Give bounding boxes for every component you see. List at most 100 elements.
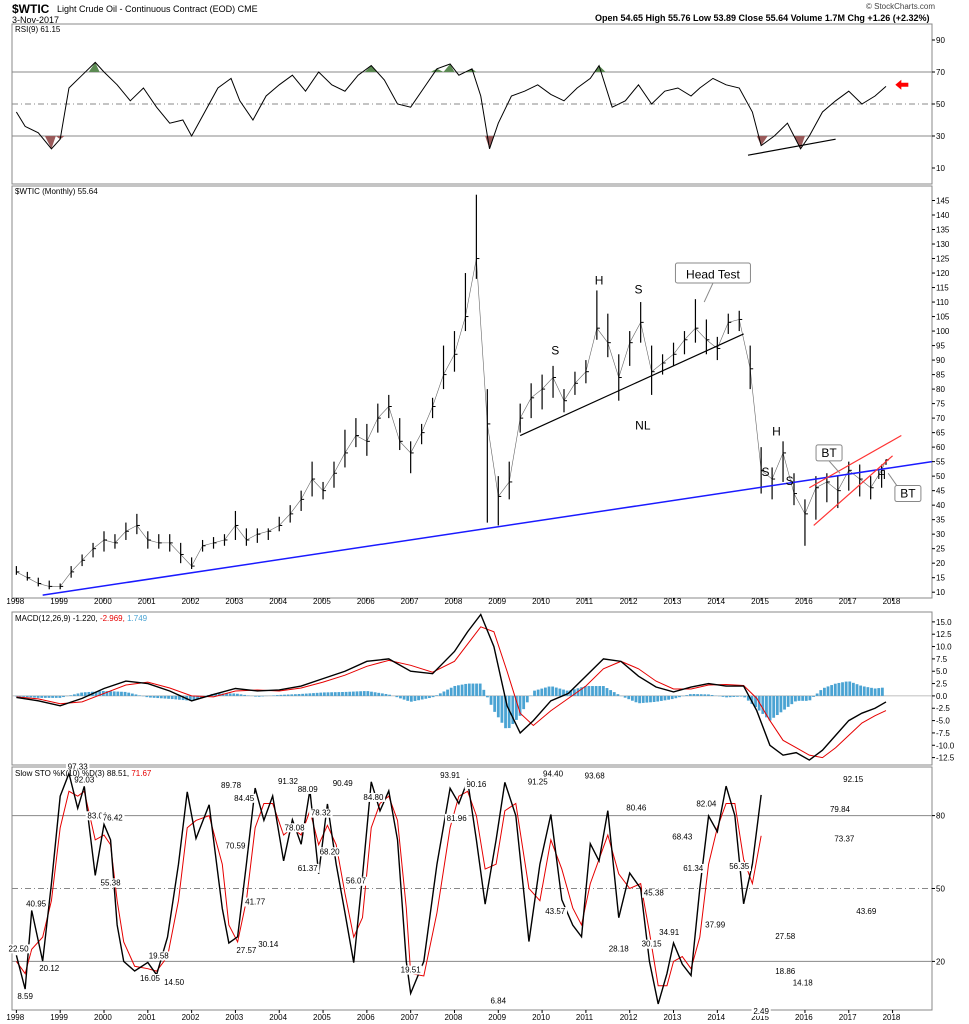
- macd-hist-bar: [873, 688, 877, 696]
- sto-value-label: 89.78: [221, 781, 242, 790]
- macd-hist-bar: [543, 687, 547, 696]
- x-tick-label-sto: 2000: [94, 1013, 112, 1022]
- macd-hist-bar: [388, 694, 391, 696]
- macd-hist-bar: [841, 682, 844, 696]
- sto-value-label-bg: [37, 964, 61, 974]
- macd-hist-bar: [94, 691, 98, 696]
- macd-line: [16, 613, 887, 761]
- rsi-overbought-fill: [364, 65, 378, 72]
- sto-value-label: 28.18: [609, 945, 630, 954]
- macd-hist-bar: [486, 695, 489, 698]
- macd-hist-bar: [696, 694, 699, 696]
- macd-hist-bar: [40, 695, 44, 698]
- macd-hist-bar: [446, 689, 449, 696]
- macd-hist-bar: [123, 691, 127, 696]
- macd-hist-bar: [870, 687, 873, 696]
- macd-hist-bar: [297, 694, 301, 696]
- x-tick-label-sto: 1999: [50, 1013, 68, 1022]
- y-tick-label-macd: 5.0: [936, 667, 948, 676]
- sto-value-label-bg: [607, 944, 631, 954]
- price-title: $WTIC (Monthly) 55.64: [15, 187, 98, 196]
- x-tick-label-price: 1998: [6, 597, 24, 606]
- y-tick-label-price: 105: [936, 313, 950, 322]
- sto-value-label: 41.77: [245, 897, 266, 906]
- macd-hist-bar: [214, 693, 218, 696]
- y-tick-label-price: 90: [936, 356, 945, 365]
- sto-value-label-bg: [6, 944, 31, 954]
- macd-hist-bar: [301, 693, 305, 696]
- macd-hist-bar: [515, 695, 518, 720]
- macd-hist-bar: [457, 685, 460, 696]
- sto-value-label: 6.84: [490, 996, 506, 1005]
- x-tick-label-price: 2001: [138, 597, 156, 606]
- y-tick-label-price: 30: [936, 530, 945, 539]
- macd-hist-bar: [837, 682, 841, 696]
- macd-hist-bar: [47, 695, 51, 698]
- x-tick-label-sto: 2012: [620, 1013, 638, 1022]
- sto-value-label: 81.96: [447, 814, 468, 823]
- macd-hist-bar: [420, 695, 424, 700]
- x-tick-label-price: 1999: [50, 597, 68, 606]
- macd-hist-bar: [692, 694, 696, 696]
- macd-hist-bar: [489, 695, 493, 705]
- macd-hist-bar: [467, 683, 471, 696]
- sto-value-label: 43.57: [545, 907, 566, 916]
- y-tick-label-price: 55: [936, 458, 945, 467]
- sto-value-label: 76.42: [103, 813, 124, 822]
- macd-hist-bar: [721, 695, 725, 697]
- y-tick-label-sto: 50: [936, 885, 945, 894]
- macd-hist-bar: [283, 694, 286, 696]
- macd-hist-bar: [351, 691, 355, 696]
- macd-hist-bar: [848, 681, 852, 696]
- y-tick-label-macd: 12.5: [936, 630, 952, 639]
- macd-hist-bar: [493, 695, 497, 712]
- pattern-label: S: [762, 465, 770, 479]
- sto-value-label-bg: [243, 897, 267, 907]
- sto-value-label: 90.16: [466, 780, 487, 789]
- macd-hist-bar: [623, 695, 627, 698]
- sto-value-label-bg: [694, 799, 719, 809]
- macd-hist-bar: [188, 695, 192, 701]
- rsi-overbought-fill: [443, 64, 455, 72]
- chart-date: 3-Nov-2017: [12, 15, 60, 25]
- sto-value-label-bg: [295, 784, 320, 794]
- y-tick-label-sto: 20: [936, 957, 945, 966]
- sto-value-label-bg: [256, 939, 281, 949]
- macd-hist-bar: [844, 681, 848, 696]
- sto-value-label-bg: [344, 876, 368, 886]
- macd-hist-bar: [851, 682, 855, 696]
- macd-hist-bar: [80, 692, 84, 696]
- macd-hist-bar: [232, 693, 236, 696]
- y-tick-label-sto: 80: [936, 812, 945, 821]
- macd-hist-bar: [511, 695, 515, 724]
- macd-hist-bar: [645, 695, 649, 703]
- y-tick-label-price: 60: [936, 443, 945, 452]
- macd-hist-bar: [83, 692, 87, 696]
- macd-hist-bar: [112, 691, 116, 696]
- sto-value-label-bg: [65, 762, 90, 772]
- macd-hist-bar: [855, 684, 859, 696]
- macd-hist-bar: [98, 691, 102, 696]
- x-tick-label-price: 2018: [883, 597, 901, 606]
- y-tick-label-rsi: 90: [936, 36, 945, 45]
- macd-hist-bar: [442, 691, 446, 696]
- macd-hist-bar: [812, 695, 815, 697]
- macd-hist-bar: [62, 695, 65, 698]
- macd-hist-bar: [145, 695, 149, 698]
- macd-hist-bar: [707, 694, 710, 696]
- x-tick-label-sto: 2017: [839, 1013, 857, 1022]
- sto-value-label: 40.95: [26, 899, 47, 908]
- macd-hist-bar: [228, 693, 232, 696]
- sto-value-label: 22.50: [9, 944, 30, 953]
- sto-value-label: 56.35: [729, 862, 750, 871]
- rsi-oversold-fill: [756, 136, 768, 146]
- macd-hist-bar: [482, 689, 486, 696]
- y-tick-label-price: 130: [936, 240, 950, 249]
- sto-value-label-bg: [751, 1006, 771, 1016]
- sto-value-label: 27.57: [236, 946, 257, 955]
- macd-hist-bar: [880, 687, 884, 696]
- y-tick-label-macd: 15.0: [936, 618, 952, 627]
- macd-hist-bar: [779, 695, 783, 713]
- y-tick-label-macd: 2.5: [936, 680, 948, 689]
